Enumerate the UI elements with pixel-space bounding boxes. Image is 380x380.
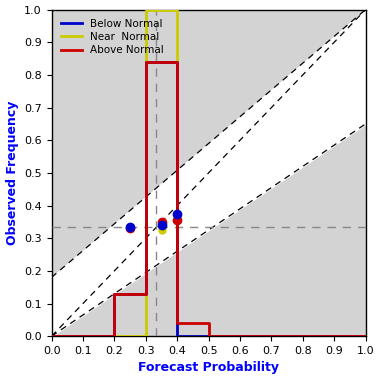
X-axis label: Forecast Probability: Forecast Probability [138, 361, 279, 374]
Legend: Below Normal, Near  Normal, Above Normal: Below Normal, Near Normal, Above Normal [57, 15, 168, 59]
Y-axis label: Observed Frequency: Observed Frequency [6, 101, 19, 245]
